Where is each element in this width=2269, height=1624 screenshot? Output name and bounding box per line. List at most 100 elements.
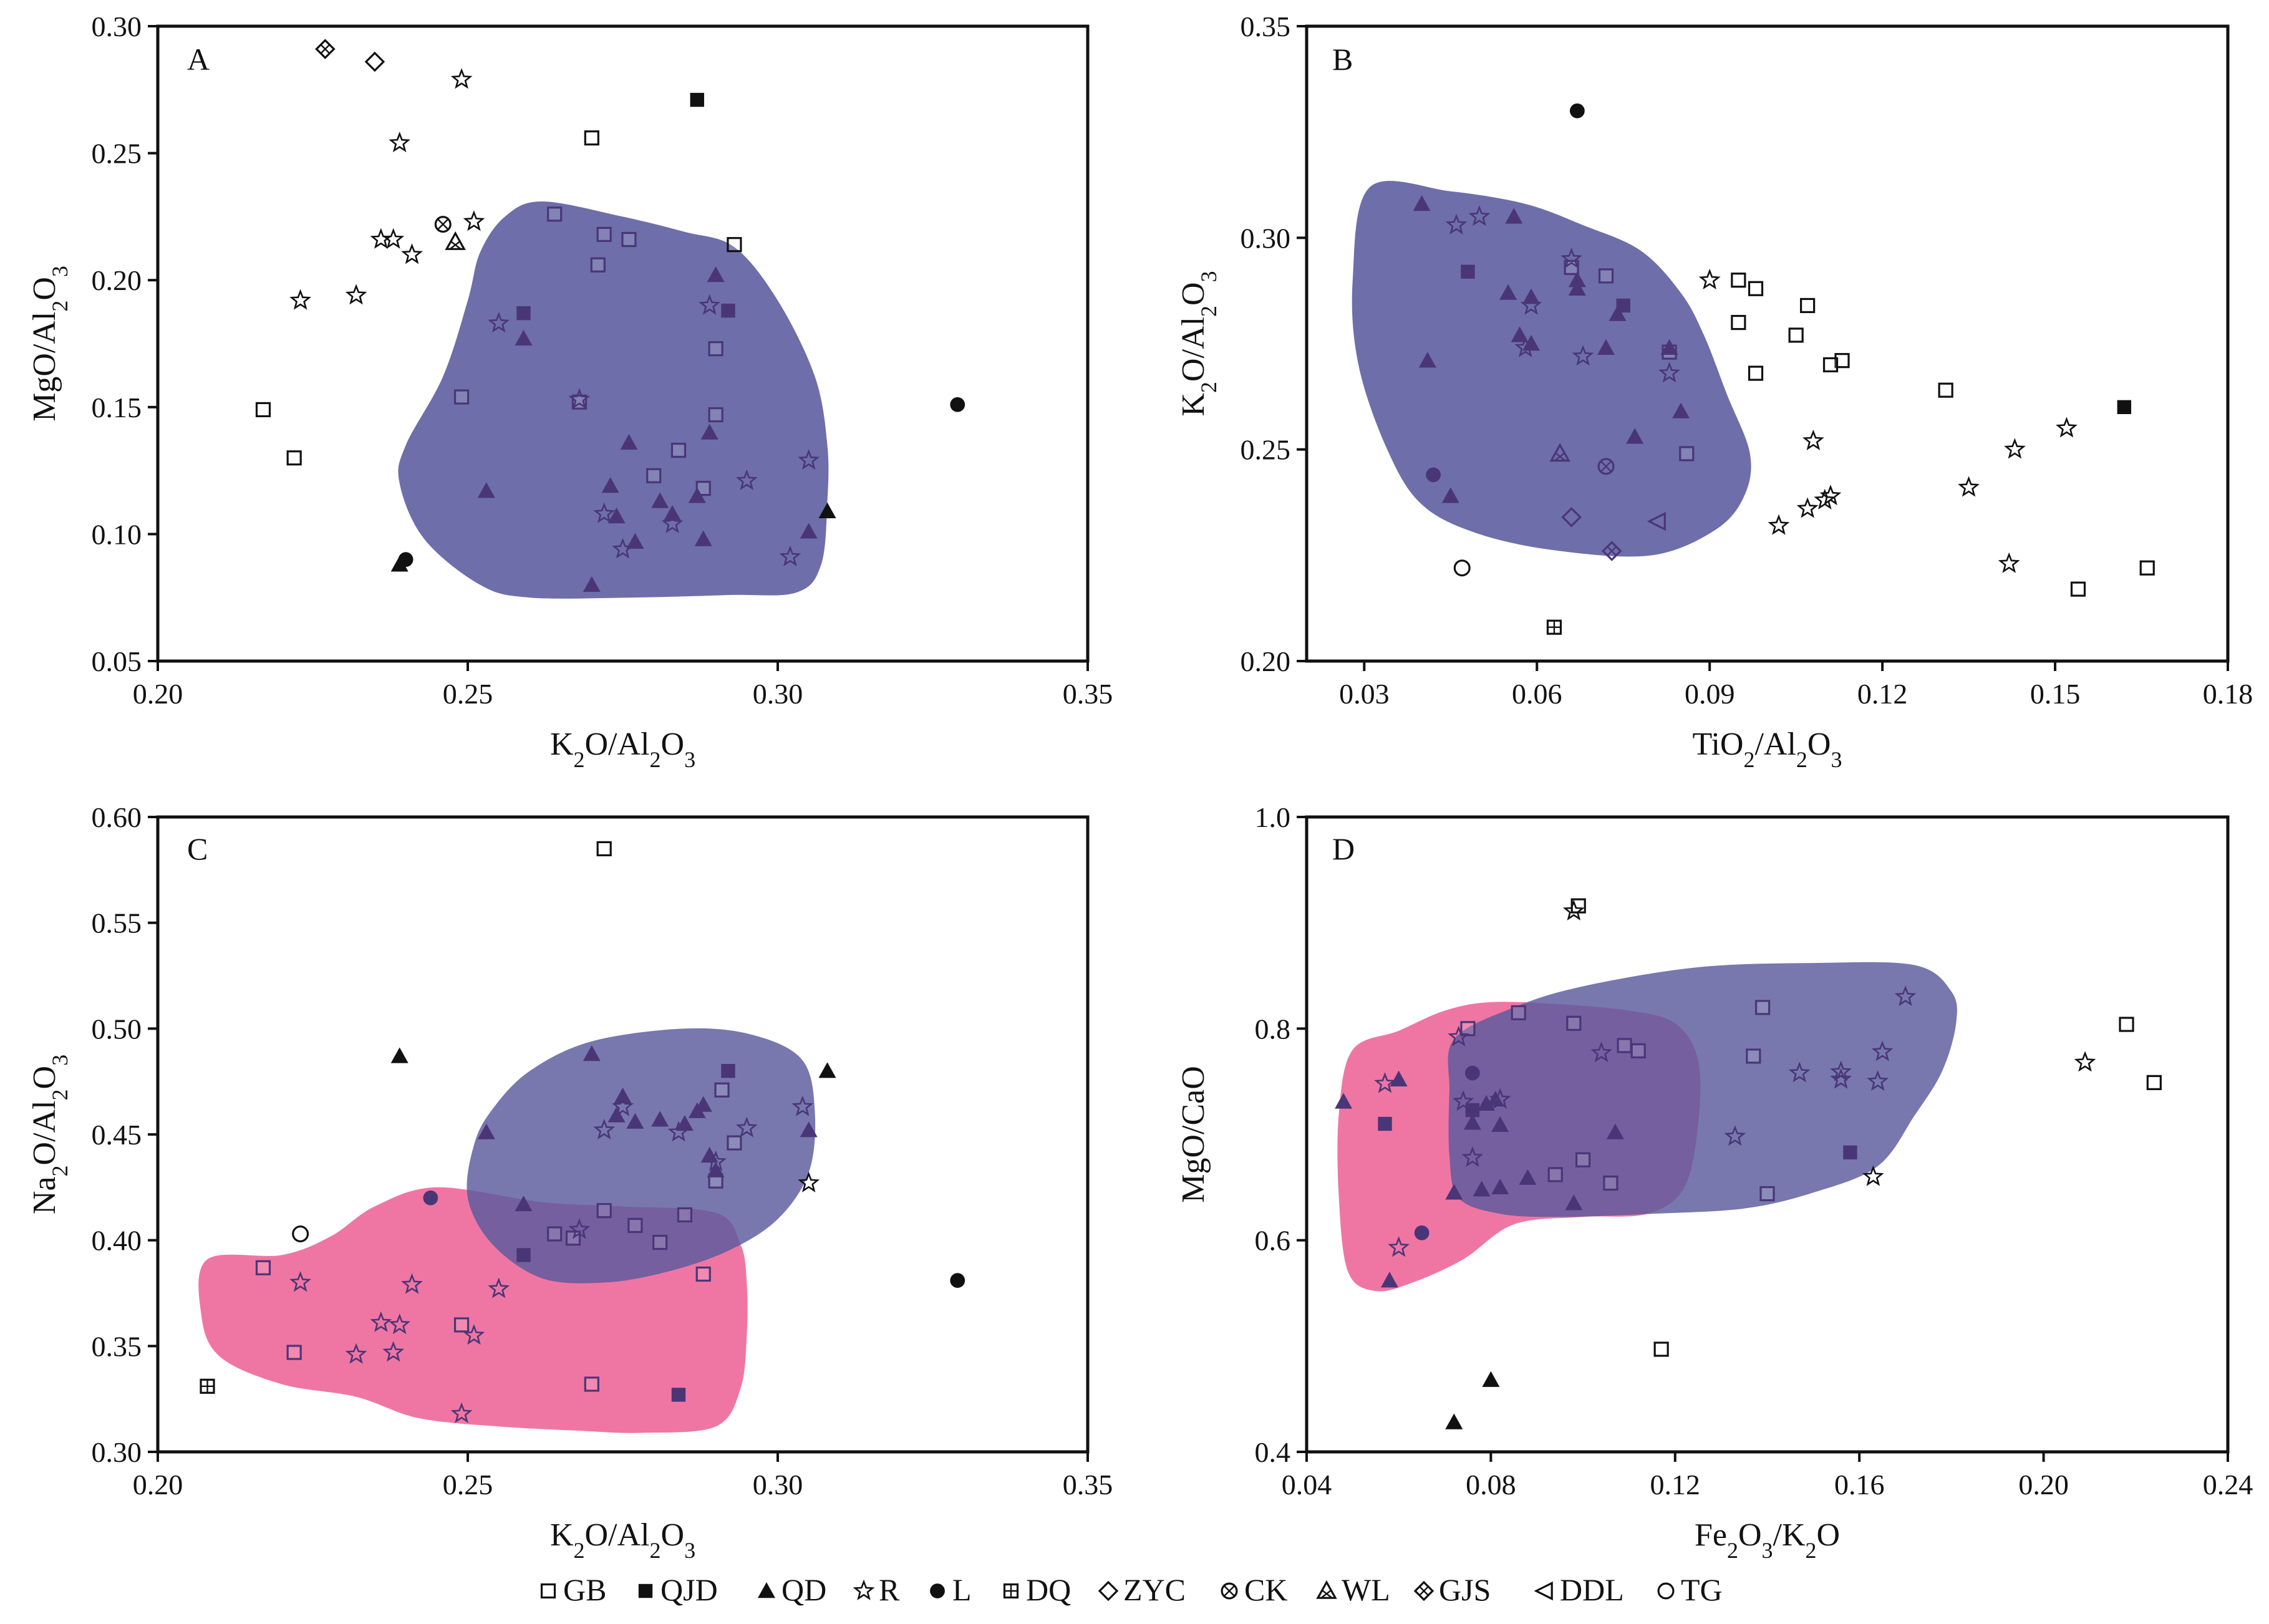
x-tick-label: 0.24	[2203, 1469, 2253, 1501]
point-qd-7	[1473, 1181, 1491, 1197]
point-qd-2	[1463, 1114, 1481, 1130]
x-tick-label: 0.06	[1512, 678, 1562, 710]
point-tg-0	[292, 1225, 309, 1242]
point-l-0	[1464, 1065, 1480, 1081]
point-r-3	[1520, 294, 1542, 315]
point-qd-11	[694, 530, 712, 546]
point-tg-0	[1453, 559, 1471, 577]
legend-label: CK	[1244, 1572, 1287, 1607]
x-tick-label: 0.12	[1857, 678, 1908, 710]
point-qd-13	[1445, 1413, 1463, 1429]
point-zyc-0	[364, 51, 385, 72]
point-qd-7	[1568, 279, 1586, 296]
point-qd-4	[620, 433, 638, 450]
point-qd-4	[626, 1113, 644, 1129]
point-r-5	[1572, 345, 1594, 366]
point-qd-10	[1626, 428, 1644, 444]
point-r-16	[1998, 552, 2020, 573]
y-axis-label: MgO/CaO	[1176, 1066, 1211, 1203]
point-gb-12	[646, 468, 662, 483]
point-qd-11	[1660, 339, 1678, 355]
legend-marker-tg	[1657, 1582, 1675, 1600]
y-tick-label: 0.30	[92, 1436, 142, 1468]
point-r-16	[798, 1171, 820, 1192]
point-gb-3	[547, 206, 563, 222]
point-qd-8	[1597, 339, 1615, 355]
x-tick-label: 0.12	[1650, 1469, 1701, 1501]
point-gb-14	[2146, 1075, 2162, 1090]
point-qd-2	[1499, 284, 1517, 300]
point-r-7	[488, 1277, 510, 1298]
region-blue	[467, 1028, 816, 1283]
point-r-5	[382, 1341, 405, 1362]
point-qd-6	[607, 507, 626, 524]
y-axis-label: Na2O/Al2O3	[27, 1055, 72, 1214]
point-gb-5	[1788, 327, 1804, 343]
point-l-1	[1414, 1225, 1430, 1240]
point-gb-13	[2119, 1017, 2134, 1032]
x-tick-label: 0.04	[1282, 1469, 1332, 1501]
legend: GB QJD QD R L DQ ZYC CK WL GJS DDL TG	[540, 1572, 1723, 1607]
legend-marker-wl	[1316, 1580, 1337, 1599]
point-gb-9	[1575, 1152, 1591, 1167]
x-tick-label: 0.35	[1063, 678, 1113, 710]
point-r-1	[370, 1311, 392, 1332]
point-r-14	[612, 538, 634, 559]
point-gb-5	[621, 231, 637, 248]
point-r-13	[1958, 476, 1980, 497]
point-qd-4	[1478, 1095, 1496, 1111]
y-tick-label: 0.45	[92, 1119, 142, 1151]
point-gb-4	[596, 226, 612, 243]
point-r-12	[1867, 1070, 1889, 1091]
y-tick-label: 0.55	[92, 907, 142, 939]
point-qd-9	[688, 487, 706, 503]
y-tick-label: 0.40	[92, 1225, 142, 1257]
point-r-11	[612, 1095, 634, 1116]
point-gb-7	[1746, 1048, 1761, 1064]
point-l-0	[423, 1190, 438, 1206]
point-gb-10	[677, 1207, 693, 1223]
point-gb-1	[1748, 281, 1764, 296]
legend-item-ddl: DDL	[1534, 1572, 1624, 1607]
point-r-6	[1658, 362, 1680, 383]
point-gb-3	[453, 1317, 470, 1333]
point-l-1	[950, 397, 965, 412]
point-gb-2	[1511, 1005, 1526, 1020]
point-r-9	[568, 1218, 591, 1239]
y-tick-label: 0.20	[92, 264, 142, 296]
point-r-15	[791, 1095, 814, 1116]
point-qjd-2	[2117, 400, 2132, 414]
point-gb-13	[714, 1082, 730, 1098]
point-qd-5	[1522, 335, 1541, 351]
point-gb-8	[1938, 382, 1953, 398]
point-qd-2	[477, 1123, 495, 1139]
point-gb-3	[1748, 365, 1764, 381]
point-r-0	[289, 1271, 312, 1292]
point-r-13	[705, 1150, 727, 1171]
legend-marker-qjd	[638, 1583, 653, 1598]
point-gb-5	[1630, 1043, 1646, 1059]
point-gb-0	[1731, 273, 1746, 288]
point-r-8	[450, 1402, 473, 1423]
point-qd-0	[1413, 195, 1431, 211]
region-blue	[1448, 962, 1957, 1217]
y-tick-label: 0.25	[1241, 434, 1291, 466]
point-r-7	[1590, 1042, 1613, 1063]
legend-item-qjd: QJD	[638, 1572, 718, 1607]
legend-marker-qd	[758, 1582, 775, 1598]
point-qd-8	[651, 492, 669, 508]
point-gb-4	[584, 1376, 599, 1392]
legend-item-zyc: ZYC	[1098, 1572, 1186, 1607]
point-gjs-0	[1601, 541, 1622, 561]
point-gb-9	[708, 341, 723, 357]
x-tick-label: 0.25	[443, 678, 493, 710]
point-gb-4	[1617, 1038, 1632, 1053]
point-qd-0	[707, 266, 725, 283]
point-r-12	[798, 448, 820, 470]
point-qjd-2	[721, 303, 735, 318]
point-qd-9	[1606, 1123, 1624, 1139]
point-r-16	[661, 512, 684, 533]
legend-marker-zyc	[1098, 1580, 1119, 1602]
point-qjd-2	[671, 1388, 686, 1402]
panel-d: 0.04 0.08 0.12 0.16 0.20 0.24 0.4 0.6 0.8 1.0 Fe2O…	[1176, 801, 2253, 1563]
